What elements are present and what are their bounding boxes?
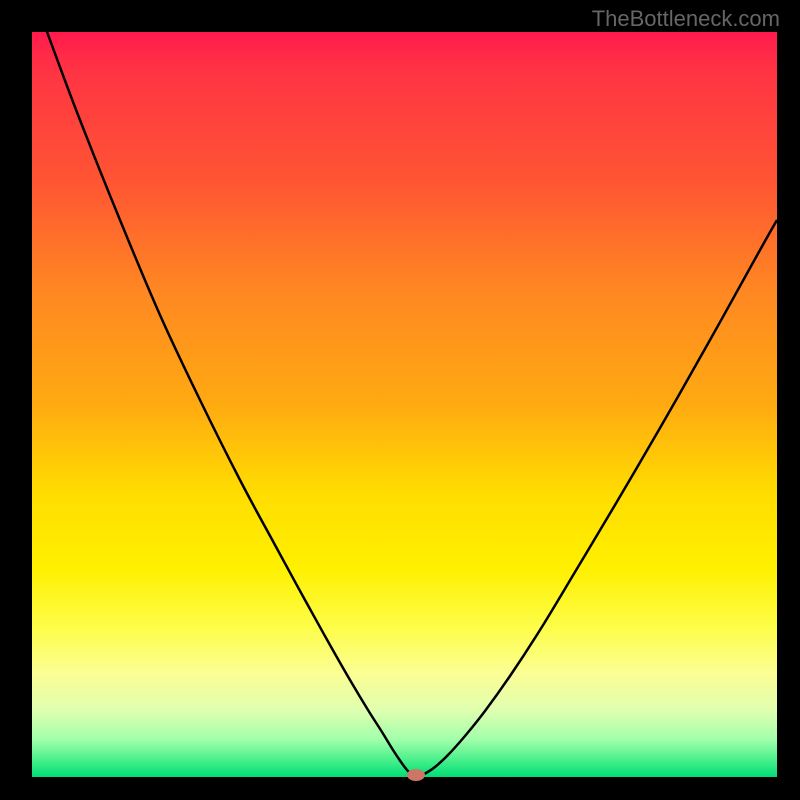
watermark-text: TheBottleneck.com [592,6,780,32]
curve-layer [0,0,800,800]
minimum-marker [407,769,425,781]
v-curve-path [32,0,777,777]
